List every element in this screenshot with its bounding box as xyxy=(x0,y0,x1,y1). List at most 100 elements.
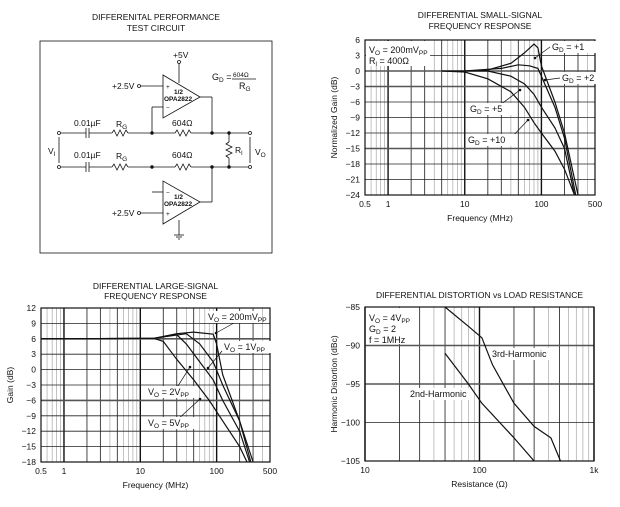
circuit-title-line1: DIFFERENITAL PERFORMANCE xyxy=(92,12,220,22)
bias-top-label: +2.5V xyxy=(112,81,135,91)
ground-icon xyxy=(174,234,184,240)
op-amp-bottom xyxy=(162,180,201,225)
series-label: VO = 1VPP xyxy=(224,342,265,354)
arrow-head-icon xyxy=(214,331,218,335)
y-tick-label: 0 xyxy=(355,66,360,76)
y-tick-label: −6 xyxy=(26,395,36,405)
y-tick-label: −85 xyxy=(346,302,361,312)
x-tick-label: 10 xyxy=(136,466,146,476)
x-tick-label: 500 xyxy=(588,199,602,209)
series-line-4 xyxy=(441,70,576,196)
y-tick-label: 0 xyxy=(31,365,36,375)
plot-frame xyxy=(364,39,596,196)
resistor-rg-bottom xyxy=(111,163,129,171)
conditions-box xyxy=(366,41,430,66)
amp-top-part: OPA2822 xyxy=(164,96,192,103)
series-line-2 xyxy=(40,333,252,463)
annotation-arrow xyxy=(207,350,223,369)
annotation-arrow xyxy=(544,77,561,81)
y-tick-label: −18 xyxy=(346,159,361,169)
y-tick-label: −21 xyxy=(346,175,361,185)
resistor-rf-top xyxy=(174,129,192,137)
x-axis-label: Frequency (MHz) xyxy=(123,480,189,490)
y-tick-label: −90 xyxy=(346,341,361,351)
series-line-3 xyxy=(40,334,251,463)
rg-top-label: RG xyxy=(116,119,127,131)
cap-top-label: 0.01µF xyxy=(74,118,101,128)
plus-sign: + xyxy=(166,211,170,218)
label-background xyxy=(409,388,469,400)
series-line-4 xyxy=(40,337,248,463)
label-background xyxy=(223,341,271,353)
gain-eq-numerator: 604Ω xyxy=(233,72,249,79)
x-tick-label: 1 xyxy=(62,466,67,476)
series-label: VO = 2VPP xyxy=(148,387,189,399)
x-tick-label: 100 xyxy=(472,465,486,475)
resistor-rf-bottom xyxy=(174,163,192,171)
series-label: GD = +2 xyxy=(562,73,594,85)
rg-bottom-label: RG xyxy=(116,151,127,163)
test-condition: f = 1MHz xyxy=(369,335,406,345)
x-tick-label: 100 xyxy=(210,466,224,476)
amp-top-label: 1/2 xyxy=(174,89,183,96)
gain-eq-denominator: RG xyxy=(239,81,251,93)
series-line-2 xyxy=(444,352,535,462)
x-tick-label: 0.5 xyxy=(359,199,371,209)
arrow-head-icon xyxy=(206,366,210,370)
test-condition: Rl = 400Ω xyxy=(369,56,409,68)
y-tick-label: −105 xyxy=(341,456,360,466)
plot-frame xyxy=(40,307,271,463)
label-background xyxy=(551,41,599,53)
y-tick-label: 12 xyxy=(27,303,37,313)
y-axis-label: Gain (dB) xyxy=(5,367,15,404)
annotation-arrow xyxy=(534,46,551,59)
y-tick-label: −15 xyxy=(346,144,361,154)
arrow-head-icon xyxy=(543,78,547,82)
resistor-rg-top xyxy=(111,129,129,137)
rf-bottom-label: 604Ω xyxy=(172,150,193,160)
vi-label: VI xyxy=(48,146,56,158)
y-tick-label: −9 xyxy=(350,113,360,123)
y-tick-label: −95 xyxy=(346,379,361,389)
y-tick-label: −3 xyxy=(350,82,360,92)
series-label: 2nd-Harmonic xyxy=(410,389,467,399)
y-tick-label: −100 xyxy=(341,418,360,428)
x-tick-label: 0.5 xyxy=(35,466,47,476)
series-label: GD = +5 xyxy=(470,104,502,116)
label-background xyxy=(147,386,195,398)
resistor-rl xyxy=(225,141,233,159)
chart-title: FREQUENCY RESPONSE xyxy=(429,21,532,31)
label-background xyxy=(147,417,195,429)
cap-bottom-label: 0.01µF xyxy=(74,150,101,160)
minus-sign: − xyxy=(166,190,170,197)
test-circuit-diagram: DIFFERENITAL PERFORMANCE TEST CIRCUIT +5… xyxy=(39,12,273,254)
y-axis-label: Harmonic Distortion (dBc) xyxy=(329,335,339,432)
y-tick-label: 3 xyxy=(31,349,36,359)
rf-top-label: 604Ω xyxy=(172,118,193,128)
test-condition: VO = 200mVPP xyxy=(369,45,428,57)
series-label: VO = 5VPP xyxy=(148,418,189,430)
series-label: VO = 200mVPP xyxy=(208,312,267,324)
y-tick-label: −12 xyxy=(346,128,361,138)
plus-sign: + xyxy=(166,84,170,91)
annotation-arrow xyxy=(175,366,191,390)
label-background xyxy=(467,134,515,146)
amp-bottom-part: OPA2822 xyxy=(164,201,192,208)
y-tick-label: −18 xyxy=(22,457,37,467)
op-amp-top xyxy=(162,74,201,119)
y-tick-label: −6 xyxy=(350,97,360,107)
annotation-arrow xyxy=(215,322,235,334)
arrow-head-icon xyxy=(533,56,537,60)
circuit-frame xyxy=(39,40,273,254)
vo-label: VO xyxy=(255,147,266,159)
minus-sign: − xyxy=(166,105,170,112)
series-label: GD = +10 xyxy=(468,135,505,147)
chart-title: DIFFERENTIAL SMALL-SIGNAL xyxy=(418,10,543,20)
x-tick-label: 1 xyxy=(386,199,391,209)
y-tick-label: 6 xyxy=(31,334,36,344)
x-tick-label: 10 xyxy=(360,465,370,475)
conditions-box xyxy=(366,308,414,344)
amp-bottom-label: 1/2 xyxy=(174,194,183,201)
